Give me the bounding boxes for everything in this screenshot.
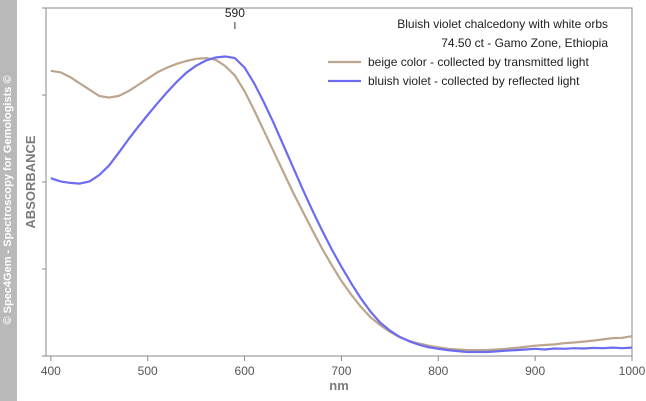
y-axis-title: ABSORBANCE [23,135,38,229]
series-line-bluish-violet [50,55,633,354]
x-tick-label: 700 [331,364,351,378]
chart-subtitle: 74.50 ct - Gamo Zone, Ethiopia [441,36,608,50]
x-tick-label: 500 [138,364,158,378]
x-tick-label: 800 [428,364,448,378]
x-axis-title: nm [329,378,349,393]
x-tick-label: 600 [235,364,255,378]
watermark-band: © Spec4Gem - Spectroscopy for Gemologist… [0,0,17,401]
series-line-beige [50,56,633,352]
legend-label: bluish violet - collected by reflected l… [368,74,580,88]
peak-label: 590 [225,6,245,20]
legend-label: beige color - collected by transmitted l… [368,55,589,69]
x-tick-label: 1000 [619,364,646,378]
chart-title: Bluish violet chalcedony with white orbs [397,17,608,31]
x-tick-label: 900 [525,364,545,378]
x-tick-label: 400 [41,364,61,378]
